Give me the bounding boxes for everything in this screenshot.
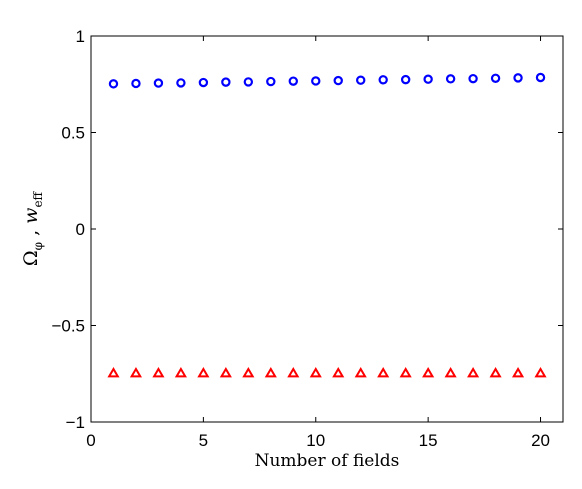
triangle-marker bbox=[489, 366, 502, 378]
circle-marker bbox=[288, 76, 298, 86]
circle-marker bbox=[221, 77, 231, 87]
x-tick-label: 5 bbox=[199, 431, 208, 450]
circle-marker bbox=[490, 73, 501, 83]
y-tick-label: −0.5 bbox=[51, 317, 85, 336]
y-tick-label: 0.5 bbox=[61, 124, 85, 143]
triangle-marker bbox=[309, 366, 322, 378]
triangle-marker bbox=[422, 366, 435, 378]
svg-text:Ωφ , weff: Ωφ , weff bbox=[20, 190, 45, 266]
circle-marker bbox=[513, 73, 523, 83]
circle-marker bbox=[468, 73, 478, 84]
plot-area bbox=[90, 35, 564, 423]
ticks bbox=[90, 35, 563, 423]
y-axis-title: Ωφ , weff bbox=[20, 190, 45, 266]
y-axis-title-part2-sub: eff bbox=[31, 190, 45, 207]
circle-marker bbox=[445, 74, 456, 84]
y-tick-label: 1 bbox=[76, 27, 85, 46]
y-axis-title-part2: w bbox=[20, 208, 42, 224]
y-axis-title-separator: , bbox=[20, 224, 42, 242]
circle-marker bbox=[243, 77, 254, 87]
triangle-marker bbox=[287, 366, 300, 378]
circle-marker bbox=[535, 72, 546, 83]
triangle-marker bbox=[152, 366, 165, 378]
circle-marker bbox=[400, 74, 411, 85]
triangle-marker bbox=[264, 366, 277, 378]
triangle-marker bbox=[219, 366, 232, 378]
triangle-marker bbox=[332, 366, 345, 378]
triangle-marker bbox=[129, 366, 143, 378]
x-axis-title: Number of fields bbox=[255, 451, 400, 471]
triangle-marker bbox=[511, 366, 525, 378]
circle-marker bbox=[423, 74, 433, 84]
circle-marker bbox=[108, 79, 119, 89]
triangle-marker bbox=[107, 366, 120, 378]
triangle-marker bbox=[444, 366, 457, 378]
triangle-marker bbox=[467, 366, 480, 378]
circle-marker bbox=[356, 75, 366, 85]
circle-marker bbox=[176, 78, 186, 88]
triangle-marker bbox=[242, 366, 255, 378]
triangle-marker bbox=[534, 366, 547, 378]
x-tick-label: 0 bbox=[86, 431, 95, 450]
triangle-marker bbox=[197, 366, 210, 378]
circle-marker bbox=[131, 78, 141, 89]
tick-labels: 0 5 10 15 20 −1 −0.5 0 0.5 1 bbox=[51, 27, 550, 450]
triangle-marker bbox=[174, 366, 187, 378]
y-axis-title-part1: Ω bbox=[20, 250, 42, 266]
circle-marker bbox=[266, 76, 276, 87]
circle-marker bbox=[378, 75, 388, 85]
circle-marker bbox=[311, 76, 321, 86]
circle-marker bbox=[333, 75, 343, 86]
circle-marker bbox=[153, 78, 164, 88]
y-axis-title-part1-sub: φ bbox=[31, 242, 45, 250]
x-tick-label: 15 bbox=[419, 431, 438, 450]
x-tick-label: 10 bbox=[306, 431, 325, 450]
y-tick-label: 0 bbox=[76, 220, 85, 239]
x-tick-label: 20 bbox=[531, 431, 550, 450]
triangle-marker bbox=[377, 366, 390, 378]
triangle-marker bbox=[354, 366, 367, 378]
circle-marker bbox=[198, 77, 209, 88]
triangle-marker bbox=[399, 366, 412, 378]
y-tick-label: −1 bbox=[66, 413, 85, 432]
markers bbox=[107, 72, 547, 378]
